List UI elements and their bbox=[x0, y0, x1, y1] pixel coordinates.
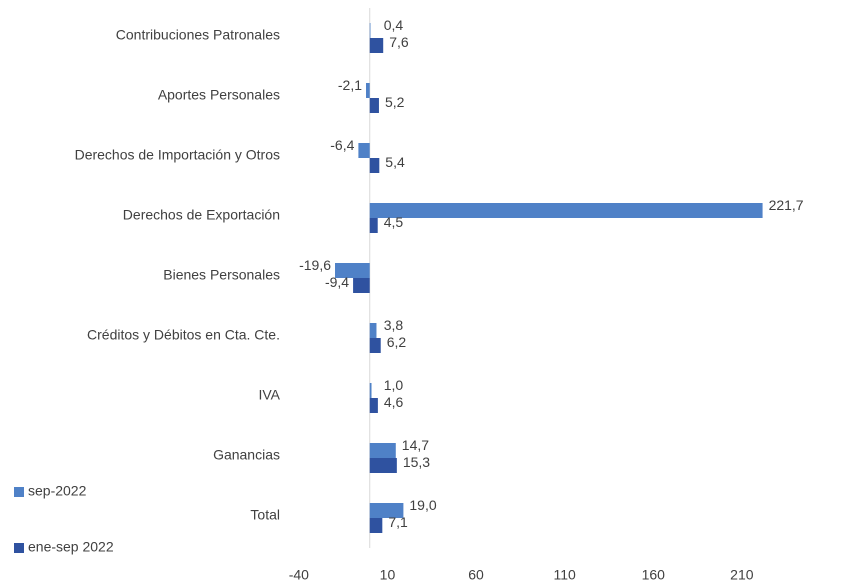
bar bbox=[369, 38, 384, 53]
value-label: 19,0 bbox=[409, 497, 436, 513]
x-tick-label: 160 bbox=[642, 567, 666, 583]
category-label: Derechos de Importación y Otros bbox=[75, 147, 280, 163]
bar bbox=[369, 443, 396, 458]
x-tick-label: 210 bbox=[730, 567, 754, 583]
bar bbox=[369, 383, 372, 398]
value-label: 3,8 bbox=[384, 317, 404, 333]
x-tick-label: 110 bbox=[553, 567, 576, 583]
x-tick-label: 10 bbox=[380, 567, 396, 583]
value-label: 0,4 bbox=[384, 17, 404, 33]
value-label: 5,4 bbox=[385, 154, 405, 170]
value-label: 5,2 bbox=[385, 94, 405, 110]
bar bbox=[369, 98, 379, 113]
value-label: 7,1 bbox=[388, 514, 408, 530]
category-label: Créditos y Débitos en Cta. Cte. bbox=[87, 327, 280, 343]
legend-label: sep-2022 bbox=[28, 483, 87, 499]
bar bbox=[369, 158, 380, 173]
value-label: -19,6 bbox=[299, 257, 331, 273]
bar bbox=[366, 83, 370, 98]
value-label: 15,3 bbox=[403, 454, 430, 470]
category-label: Contribuciones Patronales bbox=[116, 27, 280, 43]
value-label: 6,2 bbox=[387, 334, 407, 350]
category-label: Derechos de Exportación bbox=[123, 207, 280, 223]
x-tick-label: -40 bbox=[289, 567, 309, 583]
bar bbox=[335, 263, 370, 278]
value-label: 4,6 bbox=[384, 394, 404, 410]
bar bbox=[369, 323, 377, 338]
category-label: IVA bbox=[258, 387, 280, 403]
bar bbox=[369, 398, 378, 413]
category-label: Bienes Personales bbox=[163, 267, 280, 283]
legend-swatch bbox=[14, 543, 24, 553]
bar bbox=[369, 218, 378, 233]
value-label: 221,7 bbox=[769, 197, 804, 213]
bar bbox=[369, 338, 381, 353]
bar bbox=[369, 23, 371, 38]
bar bbox=[358, 143, 370, 158]
x-tick-label: 60 bbox=[468, 567, 484, 583]
value-label: -6,4 bbox=[330, 137, 354, 153]
bar bbox=[353, 278, 370, 293]
value-label: 14,7 bbox=[402, 437, 429, 453]
legend-swatch bbox=[14, 487, 24, 497]
legend-label: ene-sep 2022 bbox=[28, 539, 114, 555]
value-label: -2,1 bbox=[338, 77, 362, 93]
category-label: Total bbox=[250, 507, 280, 523]
bar bbox=[369, 518, 383, 533]
bar bbox=[369, 458, 397, 473]
bar bbox=[369, 203, 763, 218]
value-label: -9,4 bbox=[325, 274, 349, 290]
value-label: 4,5 bbox=[384, 214, 404, 230]
category-label: Ganancias bbox=[213, 447, 280, 463]
value-label: 7,6 bbox=[389, 34, 409, 50]
category-label: Aportes Personales bbox=[158, 87, 280, 103]
bar bbox=[369, 503, 404, 518]
value-label: 1,0 bbox=[384, 377, 404, 393]
